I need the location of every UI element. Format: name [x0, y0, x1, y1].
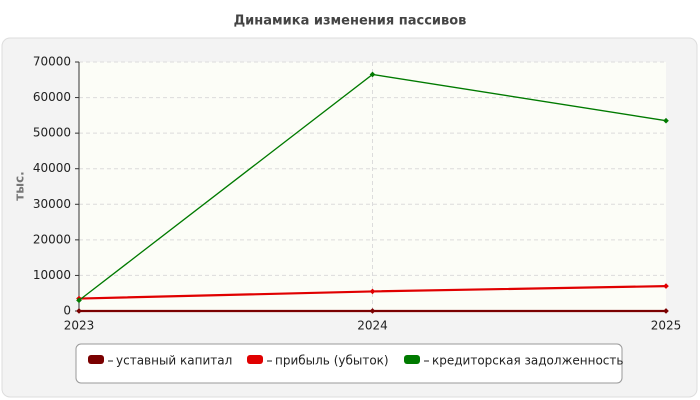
y-tick-label: 70000	[33, 55, 71, 69]
data-point	[369, 308, 376, 314]
legend	[75, 343, 623, 384]
data-point	[663, 283, 669, 289]
y-tick-label: 30000	[33, 197, 71, 211]
y-tick-label: 20000	[33, 232, 71, 246]
chart-title: Динамика изменения пассивов	[234, 14, 467, 29]
y-tick-label: 60000	[33, 90, 71, 104]
x-tick-label: 2024	[357, 319, 388, 333]
y-axis-label: тыс.	[13, 171, 27, 200]
y-tick-label: 40000	[33, 161, 71, 175]
data-point	[663, 308, 669, 314]
data-point	[369, 71, 376, 78]
y-tick-label: 0	[63, 304, 71, 318]
y-tick-label: 50000	[33, 126, 71, 140]
plot-area	[79, 62, 666, 311]
data-point	[76, 297, 82, 304]
data-point	[369, 288, 376, 295]
data-point	[663, 117, 669, 124]
legend-label: прибыль (убыток)	[275, 354, 389, 368]
legend-label: кредиторская задолженность	[432, 354, 623, 368]
legend-label: уставный капитал	[116, 354, 232, 368]
data-point	[76, 308, 82, 314]
y-tick-label: 10000	[33, 268, 71, 282]
x-tick-label: 2025	[651, 319, 682, 333]
x-tick-label: 2023	[64, 319, 95, 333]
legend-swatch	[404, 355, 420, 364]
legend-swatch	[247, 355, 263, 364]
legend-swatch	[88, 355, 104, 364]
